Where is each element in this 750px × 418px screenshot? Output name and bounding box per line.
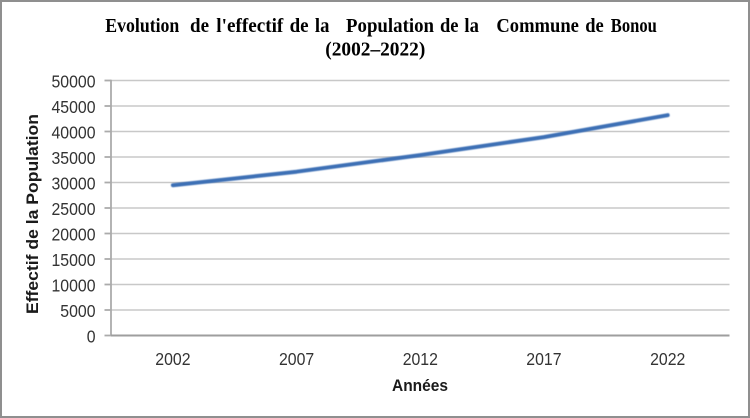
svg-text:0: 0 bbox=[87, 327, 96, 347]
svg-text:2002: 2002 bbox=[155, 349, 190, 369]
svg-text:de: de bbox=[585, 16, 604, 37]
svg-text:la: la bbox=[464, 16, 479, 37]
svg-text:10000: 10000 bbox=[52, 276, 96, 296]
svg-text:2012: 2012 bbox=[403, 349, 438, 369]
svg-text:25000: 25000 bbox=[52, 199, 96, 219]
svg-text:Population: Population bbox=[346, 16, 434, 37]
svg-text:la: la bbox=[315, 16, 330, 37]
svg-text:2017: 2017 bbox=[526, 349, 561, 369]
svg-text:35000: 35000 bbox=[52, 148, 96, 168]
svg-text:50000: 50000 bbox=[52, 72, 96, 92]
svg-text:Années: Années bbox=[392, 377, 448, 395]
svg-text:Evolution: Evolution bbox=[105, 16, 179, 37]
svg-text:de: de bbox=[290, 16, 309, 37]
svg-text:5000: 5000 bbox=[60, 301, 95, 321]
svg-text:de: de bbox=[190, 16, 209, 37]
svg-text:30000: 30000 bbox=[52, 174, 96, 194]
svg-text:2022: 2022 bbox=[650, 349, 685, 369]
svg-text:15000: 15000 bbox=[52, 250, 96, 270]
svg-text:Effectif de la Population: Effectif de la Population bbox=[23, 114, 42, 314]
svg-text:45000: 45000 bbox=[52, 97, 96, 117]
svg-text:(2002–2022): (2002–2022) bbox=[325, 39, 425, 60]
svg-text:20000: 20000 bbox=[52, 225, 96, 245]
svg-text:Commune: Commune bbox=[496, 16, 579, 37]
svg-text:de: de bbox=[440, 16, 459, 37]
svg-text:Bonou: Bonou bbox=[611, 16, 657, 37]
svg-text:l'effectif: l'effectif bbox=[216, 16, 283, 37]
svg-text:2007: 2007 bbox=[279, 349, 314, 369]
svg-text:40000: 40000 bbox=[52, 123, 96, 143]
